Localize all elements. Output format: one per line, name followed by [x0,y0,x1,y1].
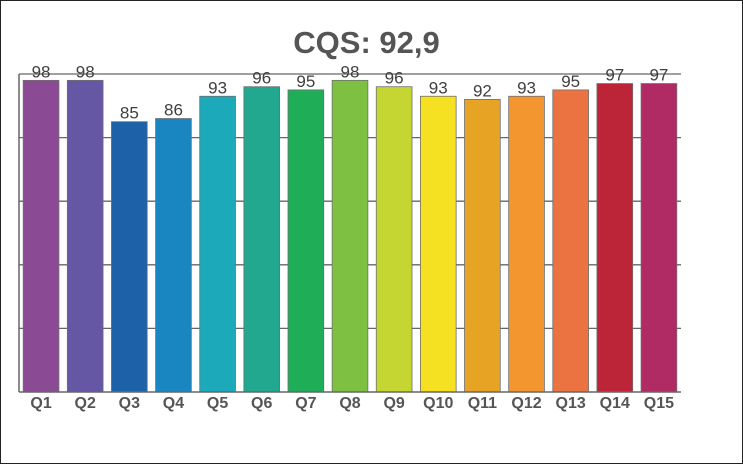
x-tick-label-q13: Q13 [556,395,586,412]
x-tick-label-q5: Q5 [207,395,228,412]
bars [22,79,678,393]
x-tick-label-q7: Q7 [295,395,316,412]
data-label-q10: 93 [429,78,448,97]
data-label-q7: 95 [296,72,315,91]
data-label-q14: 97 [605,66,624,85]
data-label-q11: 92 [473,81,492,100]
bar-q14 [596,83,634,393]
x-tick-label-q4: Q4 [163,395,184,412]
data-label-q2: 98 [76,62,95,81]
data-label-q3: 85 [120,104,139,123]
x-tick-label-q3: Q3 [119,395,140,412]
data-label-q12: 93 [517,78,536,97]
x-tick-label-q8: Q8 [339,395,360,412]
bar-q9 [375,86,413,393]
data-label-q9: 96 [385,69,404,88]
bar-q12 [508,95,545,393]
axes [18,74,681,393]
data-labels: 98 98 85 86 93 96 95 98 96 93 92 93 95 97 97 [32,62,669,122]
bar-q15 [640,83,678,393]
x-tick-label-q6: Q6 [251,395,272,412]
bar-q6 [243,86,281,393]
bar-q2 [66,79,104,393]
data-label-q5: 93 [208,78,227,97]
bar-q10 [419,95,457,393]
x-tick-label-q11: Q11 [468,395,497,412]
chart-title: CQS: 92,9 [293,25,440,60]
data-label-q8: 98 [341,62,360,81]
data-label-q4: 86 [164,101,183,120]
x-tick-label-q9: Q9 [383,395,404,412]
data-label-q15: 97 [649,66,668,85]
x-tick-labels: Q1 Q2 Q3 Q4 Q5 Q6 Q7 Q8 Q9 Q10 Q11 Q12 Q13 Q14 Q15 [30,395,674,412]
bar-q1 [22,79,60,393]
bar-q3 [111,121,148,393]
x-tick-label-q12: Q12 [511,395,541,412]
bar-q7 [287,89,325,393]
x-tick-label-q14: Q14 [600,395,630,412]
data-label-q6: 96 [252,69,271,88]
x-tick-label-q1: Q1 [30,395,51,412]
data-label-q13: 95 [561,72,580,91]
data-label-q1: 98 [32,62,51,81]
bar-q5 [199,95,236,393]
x-tick-label-q10: Q10 [423,395,453,412]
bar-q13 [552,89,589,393]
bar-q11 [464,99,501,393]
bar-q4 [155,118,192,393]
x-tick-label-q15: Q15 [644,395,674,412]
bar-q8 [331,79,369,393]
x-tick-label-q2: Q2 [75,395,96,412]
